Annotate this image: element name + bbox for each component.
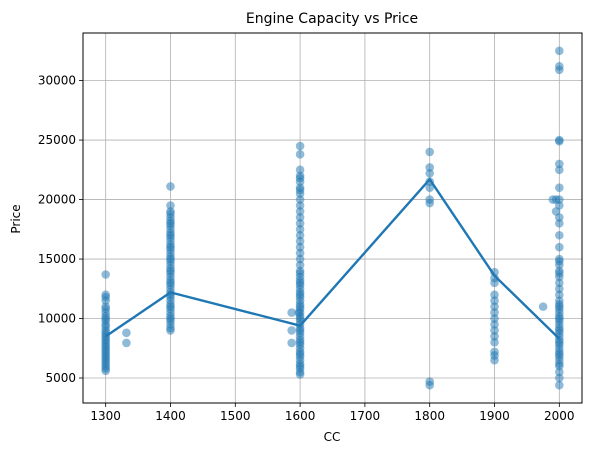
data-point bbox=[425, 169, 435, 178]
x-tick-label: 2000 bbox=[544, 409, 575, 423]
data-point bbox=[555, 272, 564, 282]
data-point bbox=[287, 308, 296, 317]
y-tick-label: 25000 bbox=[38, 133, 76, 147]
data-point bbox=[490, 290, 499, 300]
data-point bbox=[555, 183, 564, 192]
grid-lines bbox=[83, 33, 582, 403]
data-point bbox=[538, 302, 548, 311]
plot-frame bbox=[82, 32, 583, 404]
data-point bbox=[295, 254, 305, 264]
data-point bbox=[295, 165, 305, 175]
data-point bbox=[555, 278, 564, 288]
y-axis-ticks: 5000 10000 15000 20000 25000 30000 bbox=[38, 74, 83, 385]
y-axis-label: Price bbox=[9, 204, 23, 233]
data-point bbox=[122, 328, 131, 338]
x-tick-label: 1700 bbox=[350, 409, 381, 423]
x-tick-label: 1600 bbox=[285, 409, 316, 423]
data-point bbox=[555, 65, 564, 75]
data-point bbox=[490, 314, 499, 323]
data-points bbox=[101, 46, 564, 390]
data-point bbox=[295, 177, 305, 187]
data-point bbox=[295, 236, 305, 246]
data-point bbox=[295, 150, 305, 159]
data-point bbox=[555, 159, 564, 169]
data-point bbox=[490, 320, 499, 329]
data-point bbox=[101, 296, 110, 305]
x-axis-label: CC bbox=[324, 430, 341, 444]
data-point bbox=[295, 189, 305, 198]
data-point bbox=[287, 326, 296, 335]
data-point bbox=[425, 380, 435, 390]
data-point bbox=[555, 367, 564, 377]
data-point bbox=[425, 163, 435, 172]
data-point bbox=[555, 242, 564, 252]
data-point bbox=[555, 201, 564, 210]
data-point bbox=[166, 326, 175, 335]
data-point bbox=[425, 183, 435, 192]
data-point bbox=[295, 219, 305, 228]
data-point bbox=[295, 230, 305, 240]
data-point bbox=[287, 338, 296, 348]
data-point bbox=[555, 195, 564, 204]
data-point bbox=[166, 182, 175, 191]
data-point bbox=[490, 338, 499, 347]
chart-title: Engine Capacity vs Price bbox=[246, 11, 418, 27]
x-tick-label: 1500 bbox=[220, 409, 251, 423]
data-point bbox=[166, 201, 175, 210]
data-point bbox=[295, 213, 305, 222]
data-point bbox=[490, 278, 499, 288]
x-tick-label: 1400 bbox=[155, 409, 186, 423]
data-point bbox=[295, 260, 305, 270]
data-point bbox=[490, 296, 499, 305]
y-tick-label: 20000 bbox=[38, 193, 76, 207]
mean-line-layer bbox=[105, 178, 561, 340]
data-point bbox=[101, 270, 110, 279]
data-point bbox=[555, 165, 564, 175]
data-point bbox=[555, 380, 564, 390]
x-tick-label: 1800 bbox=[414, 409, 445, 423]
data-point bbox=[555, 136, 564, 146]
data-point bbox=[490, 332, 499, 341]
data-point bbox=[295, 370, 305, 379]
data-point bbox=[490, 308, 499, 317]
data-point bbox=[295, 195, 305, 204]
data-point bbox=[122, 338, 131, 348]
y-tick-label: 10000 bbox=[38, 312, 76, 326]
data-point bbox=[555, 284, 564, 294]
mean-price-line bbox=[105, 178, 561, 340]
data-point bbox=[555, 46, 564, 56]
x-tick-label: 1300 bbox=[90, 409, 121, 423]
y-tick-label: 5000 bbox=[45, 371, 76, 385]
data-point bbox=[490, 302, 499, 311]
data-point bbox=[295, 201, 305, 210]
data-point bbox=[555, 373, 564, 383]
data-point bbox=[555, 290, 564, 300]
y-tick-label: 15000 bbox=[38, 252, 76, 266]
data-point bbox=[555, 361, 564, 371]
data-point bbox=[295, 207, 305, 216]
y-tick-label: 30000 bbox=[38, 74, 76, 88]
x-tick-label: 1900 bbox=[479, 409, 510, 423]
data-point bbox=[490, 326, 499, 335]
data-point bbox=[295, 141, 305, 151]
data-point bbox=[490, 355, 499, 365]
data-point bbox=[555, 260, 564, 270]
data-point bbox=[295, 242, 305, 252]
data-point bbox=[295, 225, 305, 234]
data-point bbox=[295, 248, 305, 258]
x-axis-ticks: 1300 1400 1500 1600 1700 1800 1900 2000 bbox=[90, 403, 575, 423]
data-point bbox=[555, 219, 564, 228]
data-point bbox=[555, 213, 564, 222]
data-point bbox=[425, 198, 435, 208]
data-point bbox=[101, 366, 110, 376]
data-point bbox=[555, 230, 564, 240]
data-point bbox=[425, 147, 435, 157]
